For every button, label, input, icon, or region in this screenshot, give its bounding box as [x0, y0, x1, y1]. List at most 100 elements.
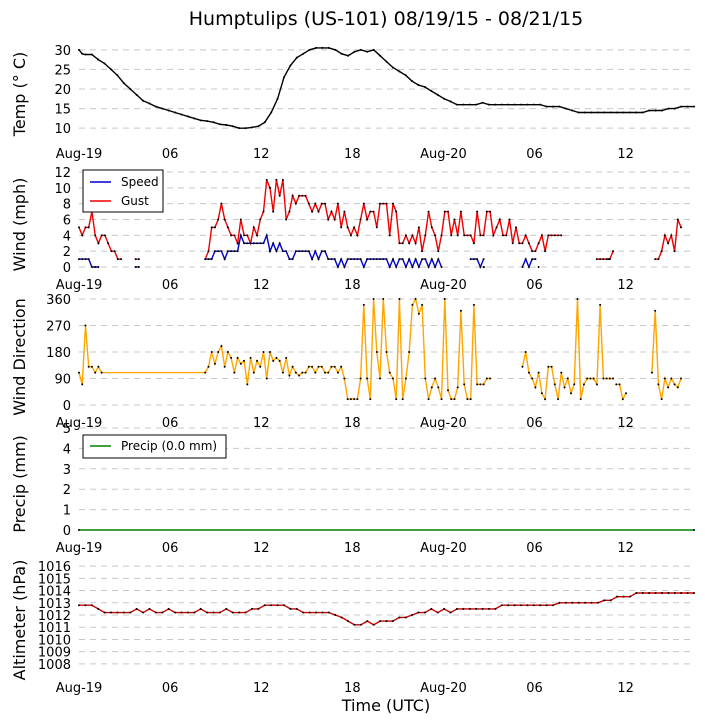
- gust-series-point: [676, 218, 679, 221]
- direction-series-point: [527, 371, 530, 374]
- temp-series-point: [398, 70, 401, 73]
- x-tick-label: Aug-19: [56, 278, 103, 293]
- gust-series-point: [217, 218, 220, 221]
- speed-series-point: [372, 258, 375, 261]
- direction-series-point: [294, 371, 297, 374]
- direction-series-point: [330, 365, 333, 368]
- direction-series-point: [388, 371, 391, 374]
- temp-series-point: [244, 127, 247, 130]
- temp-series-point: [430, 89, 433, 92]
- direction-series-point: [540, 392, 543, 395]
- altimeter-series-point: [436, 611, 439, 614]
- gust-series-point: [252, 226, 255, 229]
- speed-series-point: [340, 258, 343, 261]
- direction-series-point: [324, 371, 326, 374]
- altimeter-series-point: [225, 607, 228, 610]
- temp-series-point: [635, 111, 638, 114]
- gust-series-point: [307, 202, 310, 205]
- direction-series: [521, 298, 614, 402]
- direction-series-point: [450, 398, 453, 401]
- speed-series-point: [330, 258, 333, 261]
- altimeter-series-point: [78, 604, 80, 607]
- y-tick-label: 1012: [38, 609, 71, 624]
- direction-series-point: [650, 371, 653, 374]
- gust-series-point: [291, 194, 294, 197]
- temp-series-point: [218, 123, 221, 126]
- direction-series-point: [268, 351, 271, 353]
- gust-series-point: [281, 178, 284, 181]
- x-tick-label: 18: [344, 541, 361, 556]
- altimeter-series-point: [366, 620, 369, 623]
- gust-series-point: [534, 250, 537, 253]
- altimeter-series-point: [609, 599, 612, 602]
- gust-series-point: [398, 242, 401, 245]
- gust-series-point: [479, 234, 482, 237]
- altimeter-series-point: [571, 601, 574, 604]
- altimeter-series-point: [449, 611, 452, 614]
- y-tick-label: 180: [46, 346, 71, 361]
- temp-series-point: [654, 109, 657, 112]
- altimeter-series-point: [103, 611, 106, 614]
- direction-series-point: [246, 383, 249, 386]
- gust-series-point: [81, 234, 84, 237]
- gust-series-point: [204, 258, 207, 261]
- direction-series-point: [414, 298, 417, 300]
- direction-series-point: [366, 377, 369, 380]
- altimeter-series-point: [276, 604, 279, 607]
- temp-series-point: [411, 80, 414, 83]
- x-tick-label: 12: [617, 681, 634, 696]
- gust-series-point: [87, 226, 90, 229]
- altimeter-series-point: [391, 620, 394, 623]
- gust-series-point: [288, 210, 291, 213]
- direction-series-point: [447, 389, 449, 392]
- y-tick-label: 0: [63, 399, 71, 414]
- gust-series-point: [134, 258, 137, 261]
- temp-series-point: [571, 109, 574, 112]
- y-tick-label: 2: [63, 245, 71, 260]
- speed-series-point: [217, 250, 220, 253]
- temp-series-point: [340, 52, 343, 55]
- temp-series-point: [289, 64, 292, 67]
- direction-series-point: [557, 398, 560, 401]
- direction-series-point: [84, 324, 87, 327]
- altimeter-series-point: [603, 599, 606, 602]
- speed-series-point: [226, 250, 229, 253]
- gust-series-point: [502, 234, 505, 237]
- altimeter-series-point: [404, 616, 407, 619]
- precip-series-point: [78, 529, 80, 531]
- direction-series: [78, 297, 491, 400]
- temp-series-point: [154, 105, 157, 108]
- altimeter-series-point: [622, 595, 625, 598]
- temp-series-point: [231, 125, 234, 128]
- temp-series-point: [212, 121, 215, 124]
- direction-series-point: [615, 383, 618, 386]
- direction-series-point: [94, 371, 97, 374]
- altimeter-series-point: [321, 611, 324, 614]
- direction-series-point: [278, 359, 281, 362]
- altimeter-series-point: [552, 604, 555, 607]
- gust-series-point: [417, 226, 420, 229]
- gust-series-point: [670, 234, 673, 237]
- direction-series: [616, 383, 627, 402]
- temp-series-point: [680, 105, 683, 108]
- gust-series-point: [94, 234, 97, 237]
- y-axis-label: Wind Direction: [10, 298, 29, 416]
- altimeter-series-point: [295, 607, 298, 610]
- temp-series-point: [558, 105, 561, 108]
- gust-series-point: [336, 202, 339, 205]
- altimeter-series-point: [628, 595, 631, 598]
- gust-series-point: [340, 226, 343, 229]
- y-axis-label: Wind (mph): [10, 178, 29, 272]
- temp-series-point: [90, 53, 93, 56]
- altimeter-series-point: [558, 601, 561, 604]
- gust-series-point: [249, 242, 252, 245]
- y-tick-label: 10: [54, 182, 71, 197]
- direction-series-point: [534, 386, 537, 389]
- direction-series-point: [463, 383, 466, 386]
- direction-series-point: [654, 309, 657, 312]
- gust-series-point: [395, 210, 398, 213]
- gust-series-point: [595, 258, 598, 261]
- speed-series-point: [304, 250, 307, 253]
